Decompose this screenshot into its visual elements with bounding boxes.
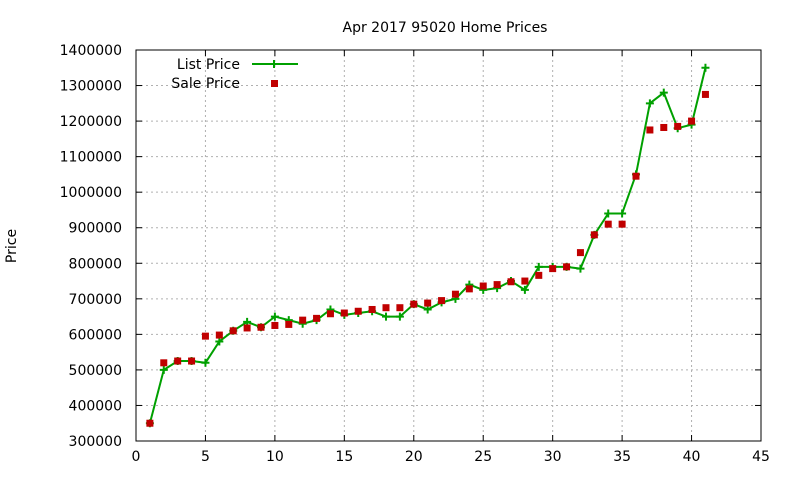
x-tick-label: 45 (752, 449, 770, 465)
data-point-sale-price (160, 359, 168, 367)
axis-ticks (135, 49, 762, 442)
data-point-list-price (701, 63, 710, 72)
data-point-sale-price (313, 314, 321, 322)
y-tick-label: 900000 (69, 221, 122, 237)
legend-label-list-price: List Price (177, 57, 240, 73)
x-tick-label: 25 (474, 449, 492, 465)
data-point-sale-price (646, 126, 654, 134)
y-tick-label: 1100000 (60, 150, 122, 166)
data-point-list-price (159, 365, 168, 374)
data-point-sale-price (299, 316, 307, 324)
data-point-list-price (604, 209, 613, 218)
data-point-sale-price (326, 310, 334, 318)
series-layer (145, 63, 710, 428)
y-tick-label: 1300000 (60, 79, 122, 95)
data-point-sale-price (354, 307, 362, 315)
x-tick-label: 0 (132, 449, 141, 465)
data-point-sale-price (438, 297, 446, 305)
data-point-list-price (423, 305, 432, 314)
data-point-sale-price (285, 320, 293, 328)
data-point-sale-price (590, 231, 598, 239)
data-point-sale-price (563, 263, 571, 271)
data-point-list-price (534, 262, 543, 271)
data-point-sale-price (688, 117, 696, 125)
legend-marker-sale-price (271, 80, 278, 87)
x-tick-label: 15 (335, 449, 353, 465)
data-point-list-price (576, 264, 585, 273)
data-point-sale-price (201, 332, 209, 340)
data-point-sale-price (701, 90, 709, 98)
x-tick-label: 20 (405, 449, 423, 465)
data-point-list-price (645, 99, 654, 108)
data-point-sale-price (340, 309, 348, 317)
data-point-sale-price (215, 331, 223, 339)
data-point-sale-price (451, 290, 459, 298)
data-point-sale-price (188, 357, 196, 365)
data-point-sale-price (632, 172, 640, 180)
y-axis-label: Price (4, 229, 20, 263)
y-tick-label: 600000 (69, 327, 122, 343)
data-point-sale-price (229, 327, 237, 335)
data-point-sale-price (535, 271, 543, 279)
data-point-sale-price (674, 122, 682, 130)
y-tick-label: 300000 (69, 434, 122, 450)
data-point-list-price (659, 88, 668, 97)
y-tick-label: 1400000 (60, 43, 122, 59)
data-point-sale-price (660, 123, 668, 131)
data-point-sale-price (174, 357, 182, 365)
data-point-sale-price (424, 299, 432, 307)
data-point-sale-price (271, 321, 279, 329)
legend-label-sale-price: Sale Price (171, 76, 240, 92)
y-tick-label: 400000 (69, 398, 122, 414)
grid-lines (136, 50, 761, 441)
legend-marker-list-price (270, 60, 278, 68)
plot-frame (135, 49, 762, 442)
y-tick-labels: 300000 400000 500000 600000 700000 800000 9000… (60, 43, 122, 450)
series-sale-price (146, 90, 709, 427)
data-point-list-price (201, 358, 210, 367)
data-point-sale-price (396, 304, 404, 312)
data-point-list-price (618, 209, 627, 218)
data-point-sale-price (507, 278, 515, 286)
chart-title: Apr 2017 95020 Home Prices (343, 20, 548, 36)
data-point-sale-price (493, 281, 501, 289)
y-tick-label: 700000 (69, 292, 122, 308)
data-point-list-price (270, 312, 279, 321)
data-point-list-price (382, 312, 390, 321)
x-tick-label: 5 (201, 449, 210, 465)
data-point-list-price (395, 312, 404, 321)
data-point-sale-price (479, 282, 487, 290)
data-point-sale-price (604, 220, 612, 228)
x-tick-label: 40 (683, 449, 701, 465)
data-point-sale-price (368, 305, 376, 313)
data-point-sale-price (410, 300, 418, 308)
data-point-sale-price (549, 265, 557, 273)
data-point-sale-price (576, 249, 584, 257)
legend: List Price Sale Price (171, 57, 298, 92)
data-point-list-price (520, 285, 529, 294)
y-tick-label: 1200000 (60, 114, 122, 130)
y-tick-label: 1000000 (60, 185, 122, 201)
data-point-sale-price (382, 304, 390, 312)
y-tick-label: 500000 (69, 363, 122, 379)
x-tick-label: 35 (613, 449, 631, 465)
series-list-price (145, 63, 710, 428)
data-point-list-price (215, 337, 224, 346)
data-point-sale-price (465, 285, 473, 293)
data-point-sale-price (243, 324, 251, 332)
x-tick-labels: 0 5 10 15 20 25 30 35 40 45 (132, 449, 770, 465)
data-point-sale-price (521, 277, 529, 285)
x-tick-label: 30 (544, 449, 562, 465)
y-tick-label: 800000 (69, 256, 122, 272)
data-point-sale-price (618, 220, 626, 228)
data-point-sale-price (146, 419, 154, 427)
x-tick-label: 10 (266, 449, 284, 465)
data-point-sale-price (257, 323, 265, 331)
